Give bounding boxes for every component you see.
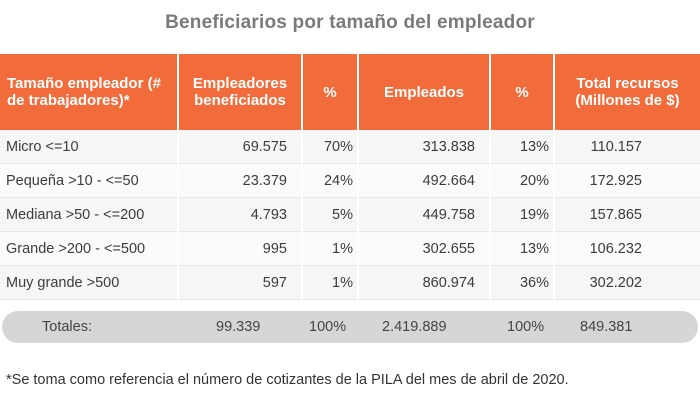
totals-employers-pct: 100% — [309, 319, 347, 335]
totals-row: Totales: 99.339 100% 2.419.889 100% 849.… — [2, 311, 698, 343]
column-header-total: Total recursos (Millones de $) — [554, 54, 700, 130]
employees-pct-cell: 19% — [490, 197, 555, 232]
employees-cell: 860.974 — [358, 265, 491, 300]
header-row: Tamaño empleador (# de trabajadores)* Em… — [0, 54, 700, 130]
employers-pct-cell: 5% — [302, 197, 359, 232]
totals-total: 849.381 — [580, 319, 633, 335]
size-cell: Mediana >50 - <=200 — [0, 197, 179, 232]
employers-cell: 69.575 — [178, 130, 303, 164]
employees-pct-cell: 36% — [490, 265, 555, 300]
employees-pct-cell: 20% — [490, 163, 555, 198]
size-cell: Grande >200 - <=500 — [0, 231, 179, 266]
footnote: *Se toma como referencia el número de co… — [6, 372, 569, 388]
employers-pct-cell: 70% — [302, 130, 359, 164]
employees-cell: 302.655 — [358, 231, 491, 266]
table-row: Mediana >50 - <=200 4.793 5% 449.758 19%… — [0, 197, 700, 232]
table-row: Micro <=10 69.575 70% 313.838 13% 110.15… — [0, 130, 700, 164]
employees-cell: 313.838 — [358, 130, 491, 164]
total-cell: 157.865 — [554, 197, 700, 232]
employers-pct-cell: 1% — [302, 231, 359, 266]
employers-pct-cell: 24% — [302, 163, 359, 198]
column-header-employees-pct: % — [490, 54, 555, 130]
column-header-employers: Empleadores beneficiados — [178, 54, 303, 130]
beneficiaries-table: Tamaño empleador (# de trabajadores)* Em… — [0, 54, 700, 300]
column-header-size: Tamaño empleador (# de trabajadores)* — [0, 54, 179, 130]
total-cell: 172.925 — [554, 163, 700, 198]
totals-label: Totales: — [42, 319, 92, 335]
employers-cell: 995 — [178, 231, 303, 266]
total-cell: 302.202 — [554, 265, 700, 300]
totals-employees-pct: 100% — [507, 319, 545, 335]
total-cell: 106.232 — [554, 231, 700, 266]
totals-employees: 2.419.889 — [382, 319, 447, 335]
employers-pct-cell: 1% — [302, 265, 359, 300]
table-row: Muy grande >500 597 1% 860.974 36% 302.2… — [0, 265, 700, 300]
employers-cell: 597 — [178, 265, 303, 300]
table-row: Grande >200 - <=500 995 1% 302.655 13% 1… — [0, 231, 700, 266]
total-cell: 110.157 — [554, 130, 700, 164]
table-row: Pequeña >10 - <=50 23.379 24% 492.664 20… — [0, 163, 700, 198]
employers-cell: 4.793 — [178, 197, 303, 232]
table-title: Beneficiarios por tamaño del empleador — [165, 12, 535, 33]
column-header-employers-pct: % — [302, 54, 359, 130]
size-cell: Micro <=10 — [0, 130, 179, 164]
employees-cell: 492.664 — [358, 163, 491, 198]
size-cell: Pequeña >10 - <=50 — [0, 163, 179, 198]
employers-cell: 23.379 — [178, 163, 303, 198]
column-header-employees: Empleados — [358, 54, 491, 130]
employees-pct-cell: 13% — [490, 130, 555, 164]
size-cell: Muy grande >500 — [0, 265, 179, 300]
totals-employers: 99.339 — [216, 319, 261, 335]
employees-pct-cell: 13% — [490, 231, 555, 266]
employees-cell: 449.758 — [358, 197, 491, 232]
